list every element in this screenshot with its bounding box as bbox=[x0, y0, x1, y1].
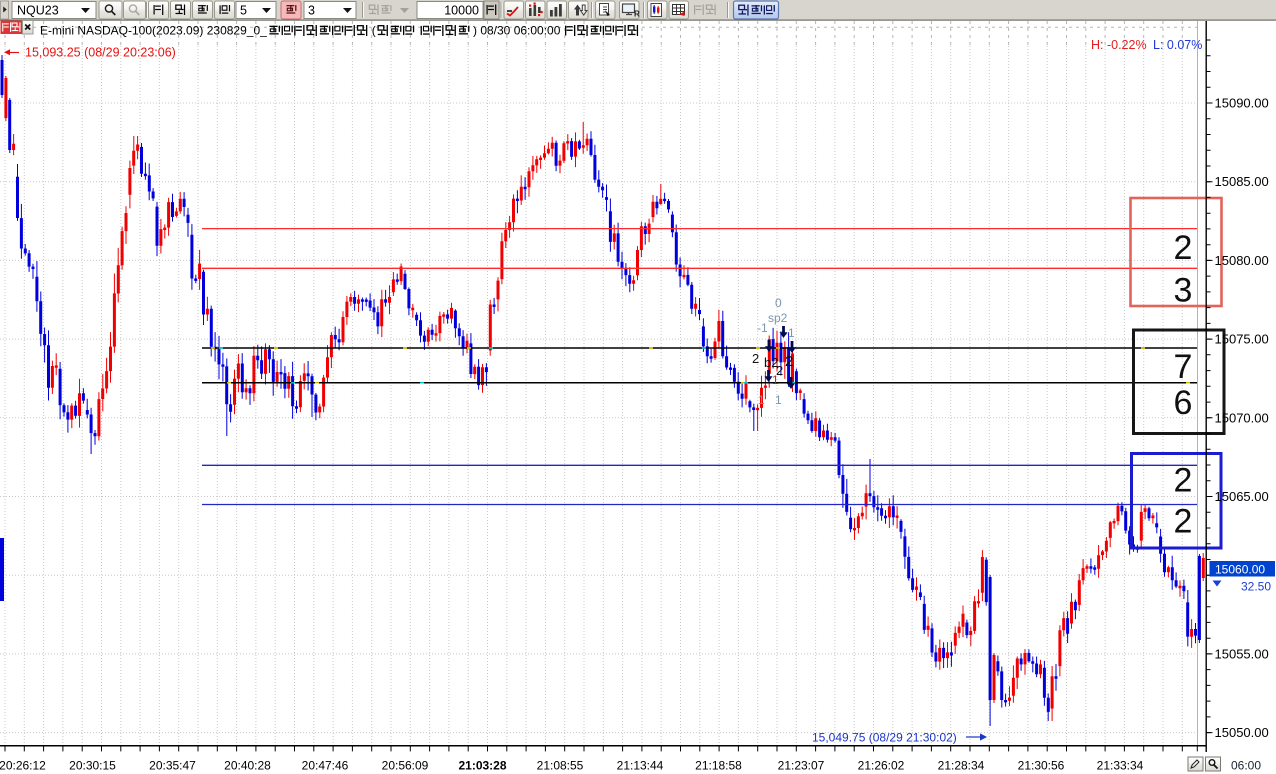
svg-text:20:56:09: 20:56:09 bbox=[382, 759, 429, 773]
svg-text:15,093.25 (08/29 20:23:06): 15,093.25 (08/29 20:23:06) bbox=[25, 46, 176, 60]
svg-text:2: 2 bbox=[1174, 229, 1193, 267]
svg-text:15085.00: 15085.00 bbox=[1215, 174, 1269, 189]
svg-text:20:40:28: 20:40:28 bbox=[224, 759, 271, 773]
svg-text:15090.00: 15090.00 bbox=[1215, 96, 1269, 111]
svg-text:2: 2 bbox=[785, 353, 793, 370]
svg-text:2: 2 bbox=[752, 351, 759, 366]
svg-text:1: 1 bbox=[772, 373, 779, 387]
svg-text:15055.00: 15055.00 bbox=[1215, 646, 1269, 661]
svg-text:6: 6 bbox=[1174, 384, 1193, 422]
svg-text:20:35:47: 20:35:47 bbox=[149, 759, 196, 773]
svg-text:2: 2 bbox=[1174, 503, 1193, 541]
svg-text:21:28:34: 21:28:34 bbox=[938, 759, 985, 773]
svg-text:b2: b2 bbox=[764, 355, 778, 370]
svg-text:21:33:34: 21:33:34 bbox=[1097, 759, 1144, 773]
svg-text:0: 0 bbox=[775, 296, 782, 310]
svg-text:15070.00: 15070.00 bbox=[1215, 410, 1269, 425]
svg-text:-1: -1 bbox=[784, 326, 795, 340]
svg-text:7: 7 bbox=[1174, 348, 1193, 386]
svg-text:20:26:12: 20:26:12 bbox=[0, 759, 46, 773]
svg-text:H: -0.22%: H: -0.22% bbox=[1091, 38, 1147, 52]
svg-text:15050.00: 15050.00 bbox=[1215, 725, 1269, 740]
svg-text:20:47:46: 20:47:46 bbox=[302, 759, 349, 773]
svg-text:21:08:55: 21:08:55 bbox=[537, 759, 584, 773]
svg-text:21:23:07: 21:23:07 bbox=[778, 759, 825, 773]
svg-text:21:30:56: 21:30:56 bbox=[1018, 759, 1065, 773]
svg-text:sp2: sp2 bbox=[768, 311, 788, 325]
svg-text:5: 5 bbox=[240, 4, 247, 18]
svg-text:3: 3 bbox=[308, 4, 315, 18]
svg-text:R: R bbox=[634, 10, 640, 19]
svg-text:21:13:44: 21:13:44 bbox=[617, 759, 664, 773]
svg-text:15,049.75 (08/29 21:30:02): 15,049.75 (08/29 21:30:02) bbox=[812, 731, 957, 745]
svg-text:15075.00: 15075.00 bbox=[1215, 332, 1269, 347]
svg-text:21:18:58: 21:18:58 bbox=[695, 759, 742, 773]
svg-text:-1: -1 bbox=[757, 321, 768, 335]
svg-text:L: 0.07%: L: 0.07% bbox=[1153, 38, 1202, 52]
svg-text:15060.00: 15060.00 bbox=[1215, 562, 1265, 576]
svg-text:2: 2 bbox=[776, 363, 783, 378]
svg-text:3: 3 bbox=[1174, 272, 1193, 310]
svg-text:20:30:15: 20:30:15 bbox=[69, 759, 116, 773]
svg-text:21:03:28: 21:03:28 bbox=[458, 759, 506, 773]
svg-text:06:00: 06:00 bbox=[1231, 759, 1261, 773]
svg-text:10000: 10000 bbox=[444, 4, 479, 18]
svg-text:) 08/30 06:00:00: ) 08/30 06:00:00 bbox=[473, 23, 561, 37]
svg-text:NQU23: NQU23 bbox=[17, 4, 59, 18]
svg-text:(: ( bbox=[372, 23, 376, 37]
svg-text:21:26:02: 21:26:02 bbox=[858, 759, 905, 773]
svg-text:32.50: 32.50 bbox=[1241, 580, 1271, 594]
svg-text:2: 2 bbox=[1174, 462, 1193, 500]
svg-text:E-mini NASDAQ-100(2023.09) 230: E-mini NASDAQ-100(2023.09) 230829_0_ bbox=[40, 23, 267, 37]
svg-text:15065.00: 15065.00 bbox=[1215, 489, 1269, 504]
svg-text:1: 1 bbox=[758, 393, 765, 407]
svg-text:15080.00: 15080.00 bbox=[1215, 253, 1269, 268]
svg-text:1: 1 bbox=[775, 393, 782, 407]
